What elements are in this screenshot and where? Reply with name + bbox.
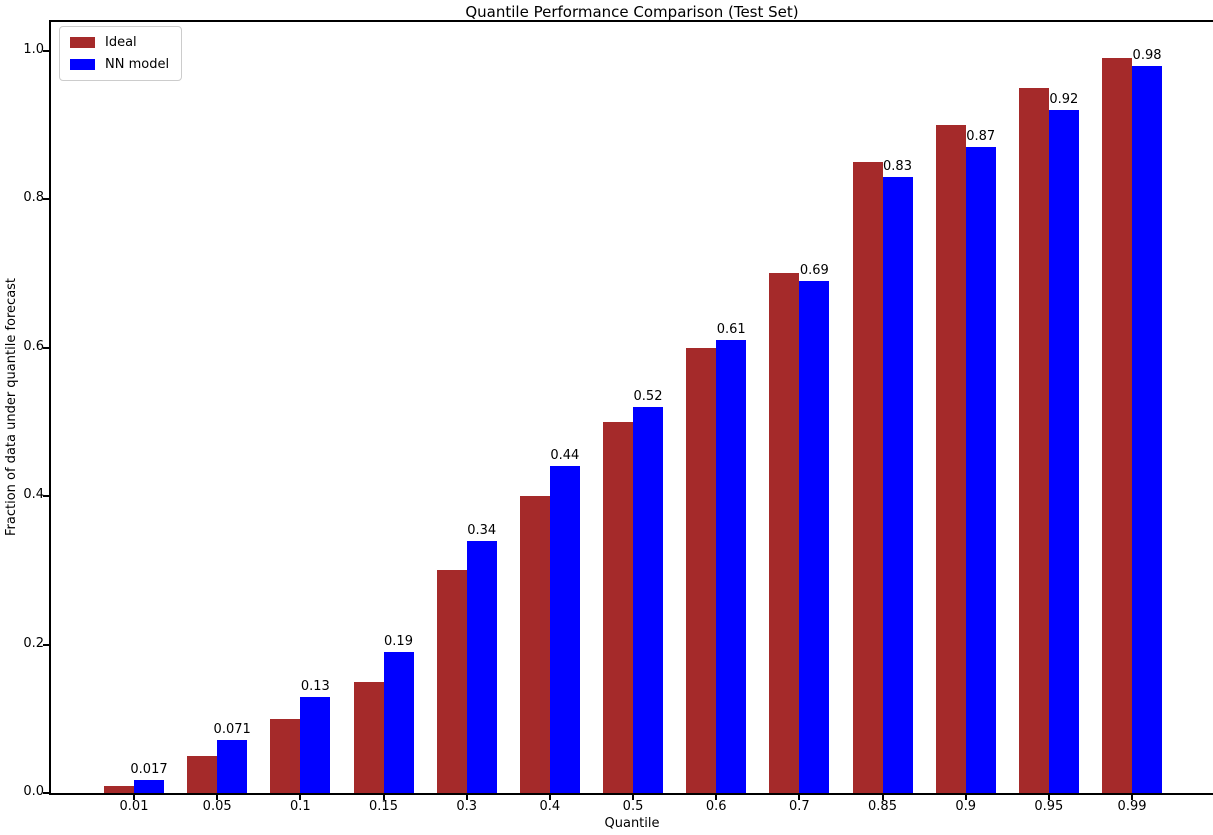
bar-value-label: 0.017: [130, 762, 168, 778]
y-axis-label: Fraction of data under quantile forecast: [4, 277, 19, 537]
nn-model-bar: [799, 280, 830, 793]
ideal-bar: [104, 785, 134, 793]
bar-value-label: 0.87: [966, 129, 996, 145]
nn-model-bar: [466, 540, 497, 793]
x-tick-label: 0.95: [1034, 799, 1064, 814]
nn-model-bar: [300, 696, 331, 793]
bar-value-label: 0.071: [213, 722, 251, 738]
ideal-bar: [353, 681, 384, 793]
ideal-bar: [686, 347, 717, 793]
x-tick-label: 0.99: [1117, 799, 1147, 814]
ideal-bar: [1102, 58, 1133, 793]
nn-model-bar: [549, 466, 580, 793]
y-tick-label: 0.8: [23, 190, 44, 206]
x-tick-label: 0.4: [539, 799, 561, 814]
chart-title: Quantile Performance Comparison (Test Se…: [465, 3, 799, 21]
ideal-bar: [436, 570, 467, 793]
x-tick-label: 0.1: [289, 799, 311, 814]
bar-value-label: 0.52: [633, 389, 663, 404]
y-tick-label: 0.4: [23, 487, 44, 503]
legend-item-ideal: Ideal: [70, 35, 169, 50]
x-tick-label: 0.5: [622, 799, 644, 814]
y-tick-mark: [43, 198, 49, 201]
x-tick-label: 0.9: [955, 799, 977, 814]
bar-value-label: 0.61: [716, 322, 746, 338]
x-tick-mark: [1131, 795, 1134, 800]
x-tick-mark: [133, 795, 135, 800]
bar-value-label: 0.83: [883, 158, 912, 174]
x-tick-mark: [299, 795, 302, 800]
nn-model-bar: [1048, 110, 1079, 793]
x-axis-spine: [49, 793, 1213, 795]
x-tick-label: 0.15: [369, 799, 398, 814]
bar-value-label: 0.69: [799, 262, 829, 278]
ideal-bar: [1018, 87, 1049, 793]
x-tick-mark: [216, 795, 219, 800]
x-tick-mark: [964, 795, 967, 800]
x-tick-label: 0.85: [868, 799, 897, 814]
ideal-bar: [270, 718, 301, 793]
x-tick-label: 0.7: [789, 799, 810, 814]
x-tick-mark: [1047, 795, 1050, 800]
bar-value-label: 0.34: [467, 522, 497, 538]
x-tick-mark: [465, 795, 468, 800]
ideal-bar: [187, 755, 218, 793]
nn-model-bar: [217, 740, 248, 793]
nn-model-bar: [716, 340, 747, 793]
legend-label-nn-model: NN model: [105, 57, 170, 72]
top-spine: [49, 20, 1213, 22]
legend-item-nn-model: NN model: [70, 57, 169, 72]
y-tick-label: 0.0: [23, 784, 44, 799]
nn-model-bar: [383, 651, 414, 793]
nn-model-bar: [134, 780, 164, 793]
ideal-bar: [852, 162, 883, 793]
x-tick-mark: [881, 795, 884, 800]
legend-swatch-ideal: [70, 37, 95, 48]
x-axis-label: Quantile: [604, 816, 660, 831]
nn-model-bar: [1132, 65, 1163, 793]
x-tick-mark: [382, 795, 385, 800]
x-tick-mark: [715, 795, 718, 800]
ideal-bar: [935, 124, 966, 793]
y-tick-mark: [43, 495, 49, 498]
legend-swatch-nn-model: [70, 59, 95, 70]
bar-value-label: 0.98: [1132, 47, 1162, 63]
x-tick-label: 0.3: [456, 799, 478, 814]
y-tick-label: 1.0: [23, 41, 44, 57]
bar-value-label: 0.44: [550, 448, 580, 464]
plot-area: Ideal NN model 0.017 0.071 0.13 0.19 0.34 0.4…: [51, 21, 1213, 793]
x-tick-label: 0.01: [119, 799, 149, 814]
y-tick-mark: [43, 346, 49, 349]
legend: Ideal NN model: [59, 26, 183, 81]
bar-value-label: 0.19: [384, 633, 413, 649]
y-tick-mark: [43, 49, 49, 52]
y-tick-label: 0.6: [23, 338, 44, 354]
ideal-bar: [603, 421, 634, 793]
x-tick-mark: [798, 795, 801, 800]
y-tick-mark: [43, 792, 49, 794]
nn-model-bar: [882, 176, 913, 793]
ideal-bar: [519, 496, 550, 793]
bar-value-label: 0.92: [1049, 92, 1079, 108]
x-tick-label: 0.6: [705, 799, 727, 814]
y-tick-mark: [43, 643, 49, 646]
x-tick-label: 0.05: [202, 799, 232, 814]
ideal-bar: [769, 273, 800, 793]
bar-value-label: 0.13: [300, 678, 330, 694]
y-axis-spine: [49, 20, 51, 795]
nn-model-bar: [965, 147, 996, 793]
x-tick-mark: [548, 795, 551, 800]
x-tick-mark: [632, 795, 635, 800]
y-tick-label: 0.2: [23, 635, 44, 651]
legend-label-ideal: Ideal: [105, 35, 137, 50]
nn-model-bar: [633, 407, 664, 793]
